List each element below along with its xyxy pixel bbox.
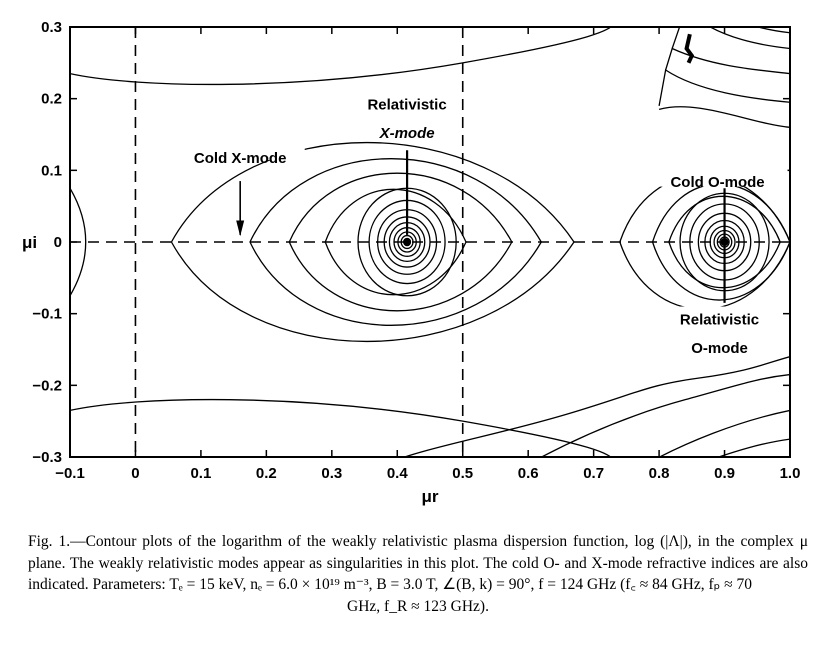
x-tick-label: −0.1 xyxy=(55,465,85,482)
bottom-contour xyxy=(402,356,790,457)
y-tick-label: −0.2 xyxy=(32,377,62,394)
dashed-guide-lines xyxy=(70,27,790,457)
contour-chart: −0.1 0 0.1 0.2 0.3 0.4 0.5 0.6 0.7 0.8 0.9 1.0−0.3−… xyxy=(22,19,800,506)
x-tick-label: 0.4 xyxy=(387,465,409,482)
relativistic-x-mode-label-line1: Relativistic xyxy=(367,96,446,113)
top-right-contour xyxy=(708,27,790,50)
x-mode-outer-contour xyxy=(170,141,575,343)
top-right-contour xyxy=(755,27,790,34)
y-tick-label: 0.1 xyxy=(41,162,62,179)
y-tick-label: 0.3 xyxy=(41,19,62,36)
caption-line-4: keV, nₑ = 6.0 × 10¹⁹ m⁻³, B = 3.0 T, ∠(B… xyxy=(218,576,753,593)
x-tick-label: 0 xyxy=(131,465,139,482)
top-contour xyxy=(70,27,612,86)
relativistic-o-mode-label-line1: Relativistic xyxy=(680,311,759,328)
top-right-contour xyxy=(658,68,790,106)
y-tick-label: 0.2 xyxy=(41,91,62,108)
x-axis-label: μr xyxy=(421,487,438,506)
y-tick-label: 0 xyxy=(54,234,62,251)
tick-labels: −0.1 0 0.1 0.2 0.3 0.4 0.5 0.6 0.7 0.8 0.9 1.0−0.3−… xyxy=(32,19,800,482)
caption-line-3: plot. The cold O- and X-mode refractive … xyxy=(28,554,808,594)
y-tick-label: −0.1 xyxy=(32,306,62,323)
bottom-contour xyxy=(70,398,612,457)
annotations: Relativistic X-mode Cold X-mode Cold O-m… xyxy=(174,95,788,357)
x-tick-label: 0.7 xyxy=(583,465,604,482)
y-tick-label: −0.3 xyxy=(32,449,62,466)
top-right-contour xyxy=(658,106,790,128)
caption-line-2: log (|Λ|), in the complex μ plane. The w… xyxy=(28,533,809,572)
cold-x-mode-arrowhead xyxy=(236,220,245,237)
relativistic-o-mode-label-line2: O-mode xyxy=(691,340,748,357)
top-right-cut xyxy=(684,33,695,64)
x-tick-label: 0.2 xyxy=(256,465,277,482)
top-right-contour xyxy=(665,47,790,75)
bottom-contour xyxy=(540,373,790,457)
y-axis-label: μi xyxy=(22,233,37,252)
annotation-pointers xyxy=(236,150,726,303)
x-tick-label: 0.1 xyxy=(190,465,211,482)
relativistic-x-mode-label-line2: X-mode xyxy=(379,125,435,142)
caption-line-5: GHz, f_R ≈ 123 GHz). xyxy=(347,597,489,615)
x-tick-label: 0.6 xyxy=(518,465,539,482)
top-right-contour xyxy=(671,27,681,49)
cold-o-mode-label: Cold O-mode xyxy=(670,174,764,191)
x-mode-singularity xyxy=(403,238,412,246)
x-tick-label: 0.9 xyxy=(714,465,735,482)
x-tick-label: 0.5 xyxy=(452,465,473,482)
o-mode-outer-contour xyxy=(651,183,790,301)
left-contour-arc xyxy=(70,187,87,297)
figure-caption: Fig. 1.—Contour plots of the logarithm o… xyxy=(28,531,808,617)
cold-x-mode-label: Cold X-mode xyxy=(194,150,287,167)
axes-frame xyxy=(69,26,791,458)
caption-line-1: Fig. 1.—Contour plots of the logarithm o… xyxy=(28,533,629,550)
bottom-contour xyxy=(716,438,790,457)
x-tick-label: 0.3 xyxy=(321,465,342,482)
x-tick-label: 1.0 xyxy=(780,465,801,482)
x-tick-label: 0.8 xyxy=(649,465,670,482)
